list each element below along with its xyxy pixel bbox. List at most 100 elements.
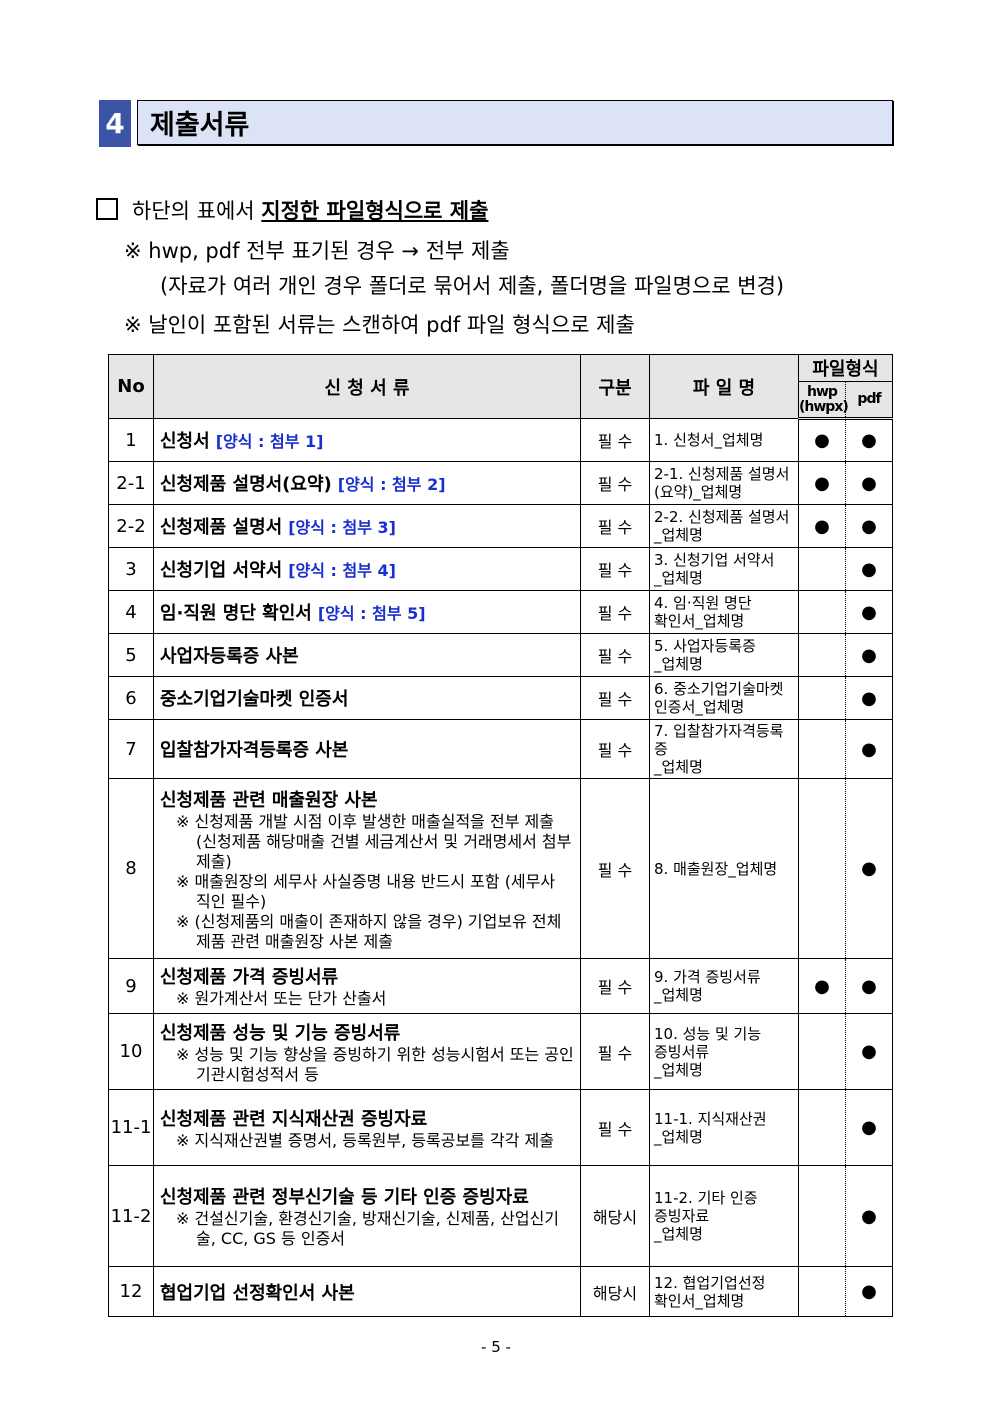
row-no: 11-2	[108, 1165, 154, 1267]
pdf-cell: ●	[845, 418, 893, 462]
intro-main: 하단의 표에서 지정한 파일형식으로 제출	[96, 195, 488, 225]
pdf-cell: ●	[845, 590, 893, 634]
row-type: 필 수	[580, 958, 650, 1014]
hwp-cell	[798, 1013, 846, 1090]
filled-circle-icon: ●	[814, 975, 830, 997]
doc-title: 신청제품 가격 증빙서류	[160, 967, 339, 988]
intro-note-2: ※ 날인이 포함된 서류는 스캔하여 pdf 파일 형식으로 제출	[124, 313, 635, 337]
row-type: 필 수	[580, 590, 650, 634]
doc-cell: 신청제품 관련 지식재산권 증빙자료 ※ 지식재산권별 증명서, 등록원부, 등록…	[153, 1089, 581, 1166]
row-filename: 5. 사업자등록증 _업체명	[649, 633, 799, 677]
hwp-cell	[798, 1165, 846, 1267]
doc-cell: 신청제품 가격 증빙서류 ※ 원가계산서 또는 단가 산출서	[153, 958, 581, 1014]
row-no: 3	[108, 547, 154, 591]
row-no: 2-1	[108, 461, 154, 505]
doc-title: 신청제품 관련 매출원장 사본	[160, 789, 378, 811]
row-type: 필 수	[580, 418, 650, 462]
filled-circle-icon: ●	[861, 1117, 877, 1138]
row-no: 1	[108, 418, 154, 462]
doc-cell: 신청제품 설명서(요약) [양식 : 첨부 2]	[153, 461, 581, 505]
page-number: - 5 -	[481, 1338, 511, 1356]
doc-note: ※ 원가계산서 또는 단가 산출서	[176, 989, 387, 1008]
table-row: 2-2 신청제품 설명서 [양식 : 첨부 3] 필 수 2-2. 신청제품 설명…	[108, 504, 893, 548]
row-filename: 6. 중소기업기술마켓 인증서_업체명	[649, 676, 799, 720]
pdf-cell: ●	[845, 461, 893, 505]
doc-cell: 신청제품 설명서 [양식 : 첨부 3]	[153, 504, 581, 548]
header-pdf: pdf	[845, 381, 893, 420]
table-row: 4 임·직원 명단 확인서 [양식 : 첨부 5] 필 수 4. 임·직원 명단 …	[108, 590, 893, 634]
row-no: 9	[108, 958, 154, 1014]
doc-title: 신청서	[160, 431, 210, 452]
table-row: 5 사업자등록증 사본 필 수 5. 사업자등록증 _업체명 ●	[108, 633, 893, 677]
doc-cell: 중소기업기술마켓 인증서	[153, 676, 581, 720]
row-filename: 2-1. 신청제품 설명서 (요약)_업체명	[649, 461, 799, 505]
pdf-cell: ●	[845, 1266, 893, 1317]
header-file: 파 일 명	[649, 354, 799, 419]
filled-circle-icon: ●	[861, 975, 877, 997]
table-row: 6 중소기업기술마켓 인증서 필 수 6. 중소기업기술마켓 인증서_업체명 ●	[108, 676, 893, 720]
table-row: 9 신청제품 가격 증빙서류 ※ 원가계산서 또는 단가 산출서 필 수 9. 가…	[108, 958, 893, 1014]
doc-note: ※ 성능 및 기능 향상을 증빙하기 위한 성능시험서 또는 공인기관시험성적서…	[176, 1044, 574, 1084]
row-filename: 11-2. 기타 인증 증빙자료 _업체명	[649, 1165, 799, 1267]
row-no: 2-2	[108, 504, 154, 548]
filled-circle-icon: ●	[814, 430, 830, 451]
pdf-cell: ●	[845, 547, 893, 591]
row-type: 필 수	[580, 1089, 650, 1166]
hwp-cell	[798, 719, 846, 779]
doc-note: ※ (신청제품의 매출이 존재하지 않을 경우) 기업보유 전체 제품 관련 매…	[176, 911, 562, 951]
doc-title: 신청제품 관련 지식재산권 증빙자료	[160, 1108, 428, 1130]
form-reference: [양식 : 첨부 3]	[288, 518, 396, 537]
row-type: 필 수	[580, 778, 650, 959]
doc-title: 입찰참가자격등록증 사본	[160, 740, 349, 761]
hwp-cell	[798, 676, 846, 720]
row-no: 8	[108, 778, 154, 959]
filled-circle-icon: ●	[814, 472, 830, 494]
doc-cell: 신청기업 서약서 [양식 : 첨부 4]	[153, 547, 581, 591]
row-filename: 8. 매출원장_업체명	[649, 778, 799, 959]
row-type: 해당시	[580, 1165, 650, 1267]
section-title: 제출서류	[137, 100, 893, 145]
checkbox-icon	[96, 198, 118, 220]
form-reference: [양식 : 첨부 4]	[288, 561, 396, 580]
intro-emphasis: 지정한 파일형식으로 제출	[261, 199, 489, 223]
row-no: 10	[108, 1013, 154, 1090]
header-type: 구분	[580, 354, 650, 419]
filled-circle-icon: ●	[861, 601, 877, 623]
filled-circle-icon: ●	[814, 515, 830, 537]
row-no: 7	[108, 719, 154, 779]
doc-title: 사업자등록증 사본	[160, 646, 299, 667]
row-type: 필 수	[580, 504, 650, 548]
pdf-cell: ●	[845, 1165, 893, 1267]
hwp-cell	[798, 778, 846, 959]
header-doc: 신 청 서 류	[153, 354, 581, 419]
table-row: 10 신청제품 성능 및 기능 증빙서류 ※ 성능 및 기능 향상을 증빙하기 위…	[108, 1013, 893, 1090]
pdf-cell: ●	[845, 633, 893, 677]
table-row: 11-2 신청제품 관련 정부신기술 등 기타 인증 증빙자료 ※ 건설신기술, …	[108, 1165, 893, 1267]
documents-table: No 신 청 서 류 구분 파 일 명 파일형식 hwp (hwpx) pdf …	[108, 354, 893, 1317]
table-row: 1 신청서 [양식 : 첨부 1] 필 수 1. 신청서_업체명 ● ●	[108, 418, 893, 462]
row-type: 필 수	[580, 676, 650, 720]
row-filename: 12. 협업기업선정 확인서_업체명	[649, 1266, 799, 1317]
pdf-cell: ●	[845, 719, 893, 779]
row-type: 필 수	[580, 547, 650, 591]
row-type: 필 수	[580, 1013, 650, 1090]
form-reference: [양식 : 첨부 2]	[337, 475, 446, 494]
row-type: 필 수	[580, 633, 650, 677]
form-reference: [양식 : 첨부 1]	[215, 432, 324, 451]
filled-circle-icon: ●	[861, 858, 877, 879]
row-type: 필 수	[580, 461, 650, 505]
filled-circle-icon: ●	[861, 515, 877, 537]
hwp-cell: ●	[798, 418, 846, 462]
row-filename: 9. 가격 증빙서류 _업체명	[649, 958, 799, 1014]
row-filename: 7. 입찰참가자격등록증 _업체명	[649, 719, 799, 779]
hwp-cell	[798, 547, 846, 591]
filled-circle-icon: ●	[861, 472, 877, 494]
intro-note-1b: (자료가 여러 개인 경우 폴더로 묶어서 제출, 폴더명을 파일명으로 변경)	[160, 274, 785, 298]
table-row: 3 신청기업 서약서 [양식 : 첨부 4] 필 수 3. 신청기업 서약서 _업…	[108, 547, 893, 591]
filled-circle-icon: ●	[861, 430, 877, 451]
header-format: 파일형식	[798, 354, 893, 382]
pdf-cell: ●	[845, 504, 893, 548]
doc-title: 신청제품 성능 및 기능 증빙서류	[160, 1022, 401, 1044]
filled-circle-icon: ●	[861, 738, 877, 760]
intro-main-text: 하단의 표에서	[132, 199, 262, 223]
